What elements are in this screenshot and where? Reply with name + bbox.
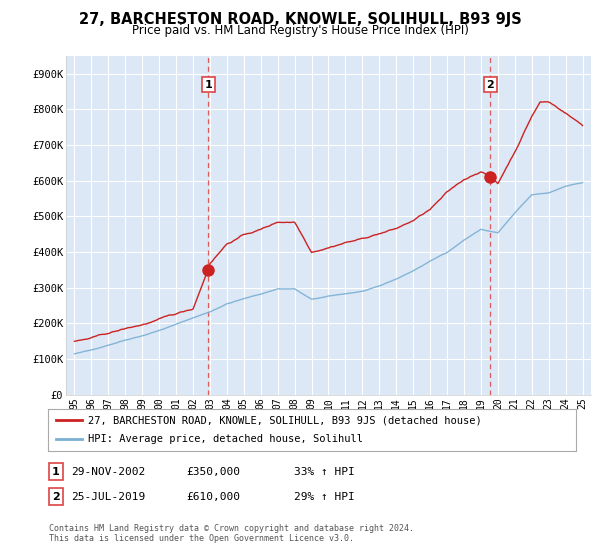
Text: 27, BARCHESTON ROAD, KNOWLE, SOLIHULL, B93 9JS: 27, BARCHESTON ROAD, KNOWLE, SOLIHULL, B… (79, 12, 521, 27)
Text: 29-NOV-2002: 29-NOV-2002 (71, 466, 145, 477)
Text: £350,000: £350,000 (186, 466, 240, 477)
Text: £610,000: £610,000 (186, 492, 240, 502)
Text: This data is licensed under the Open Government Licence v3.0.: This data is licensed under the Open Gov… (49, 534, 354, 543)
Text: 29% ↑ HPI: 29% ↑ HPI (294, 492, 355, 502)
Text: 1: 1 (52, 466, 59, 477)
Text: 33% ↑ HPI: 33% ↑ HPI (294, 466, 355, 477)
Text: 27, BARCHESTON ROAD, KNOWLE, SOLIHULL, B93 9JS (detached house): 27, BARCHESTON ROAD, KNOWLE, SOLIHULL, B… (88, 415, 481, 425)
Text: 1: 1 (205, 80, 212, 90)
Text: HPI: Average price, detached house, Solihull: HPI: Average price, detached house, Soli… (88, 435, 362, 445)
Text: 2: 2 (487, 80, 494, 90)
Text: Contains HM Land Registry data © Crown copyright and database right 2024.: Contains HM Land Registry data © Crown c… (49, 524, 414, 533)
Text: 25-JUL-2019: 25-JUL-2019 (71, 492, 145, 502)
Text: 2: 2 (52, 492, 59, 502)
Text: Price paid vs. HM Land Registry's House Price Index (HPI): Price paid vs. HM Land Registry's House … (131, 24, 469, 36)
